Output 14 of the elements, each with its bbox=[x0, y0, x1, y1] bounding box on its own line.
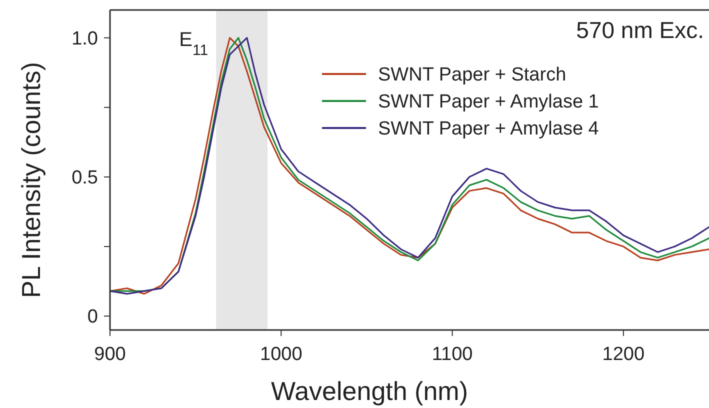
x-tick-label: 1000 bbox=[260, 344, 302, 365]
y-tick-label: 0.5 bbox=[72, 168, 98, 189]
band-label: E$_{11}$ bbox=[179, 29, 208, 58]
y-tick-label: 0 bbox=[87, 306, 98, 328]
legend-label: SWNT Paper + Starch bbox=[378, 64, 566, 86]
legend-label: SWNT Paper + Amylase 1 bbox=[378, 92, 599, 113]
annotation: 570 nm Exc. bbox=[576, 17, 704, 43]
y-tick-label: 1.0 bbox=[72, 28, 98, 50]
x-tick-label: 1200 bbox=[602, 344, 645, 365]
legend-label: SWNT Paper + Amylase 4 bbox=[378, 118, 600, 140]
x-tick-label: 900 bbox=[94, 344, 126, 365]
y-axis-title: PL Intensity (counts) bbox=[16, 62, 46, 298]
x-tick-label: 1100 bbox=[432, 344, 473, 365]
x-axis-title: Wavelength (nm) bbox=[271, 376, 468, 406]
